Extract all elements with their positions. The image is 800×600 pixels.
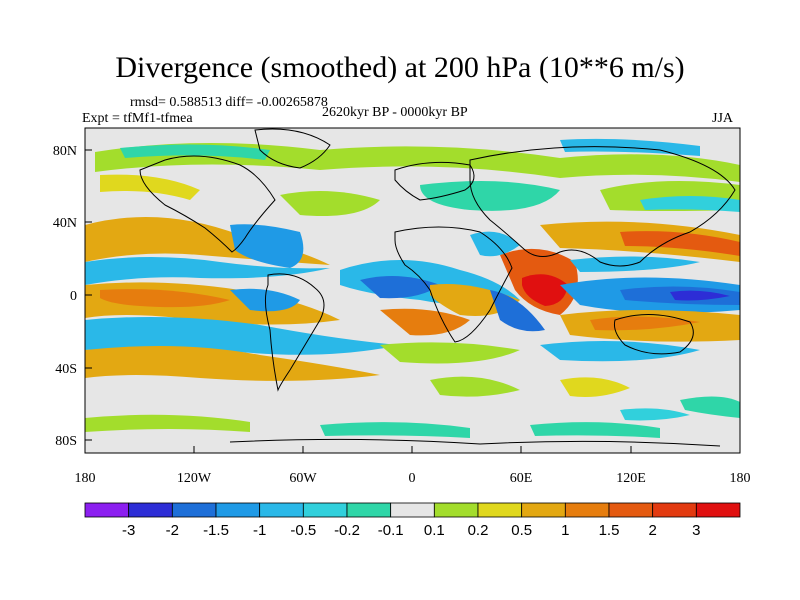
colorbar-label: 2: [648, 522, 656, 539]
lat-tick-label: 40S: [55, 362, 77, 377]
period-label: 2620kyr BP - 0000kyr BP: [322, 105, 468, 120]
colorbar-label: -0.2: [334, 522, 360, 539]
colorbar-swatch: [390, 502, 435, 518]
colorbar-label: -3: [122, 522, 135, 539]
lon-tick-label: 180: [730, 471, 751, 486]
colorbar-swatch: [128, 502, 173, 518]
colorbar-swatch: [302, 502, 348, 518]
lon-tick-label: 60E: [510, 471, 533, 486]
colorbar-label: 0.2: [468, 522, 489, 539]
lat-tick-label: 80S: [55, 434, 77, 449]
colorbar-swatch: [564, 502, 610, 518]
divergence-field: [85, 128, 740, 453]
longitude-axis: 180 120W 60W 0 60E 120E 180: [75, 446, 751, 486]
colorbar-label: -0.5: [290, 522, 316, 539]
lon-tick-label: 120W: [177, 471, 212, 486]
experiment-label: Expt = tfMf1-tfmea: [82, 111, 193, 126]
colorbar-swatch: [433, 502, 479, 518]
colorbar-swatch: [215, 502, 261, 518]
colorbar-label: 0.5: [511, 522, 532, 539]
colorbar-label: -0.1: [378, 522, 404, 539]
colorbar-swatch: [84, 502, 130, 518]
colorbar-label: 0.1: [424, 522, 445, 539]
colorbar: -3 -2 -1.5 -1 -0.5 -0.2 -0.1 0.1 0.2 0.5 1 1.5 2 3: [84, 502, 741, 539]
lat-tick-label: 0: [70, 289, 77, 304]
lon-tick-label: 180: [75, 471, 96, 486]
colorbar-label: 1.5: [599, 522, 620, 539]
season-label: JJA: [712, 111, 734, 126]
colorbar-label: -1: [253, 522, 266, 539]
plot-title: Divergence (smoothed) at 200 hPa (10**6 …: [115, 51, 685, 84]
colorbar-swatch: [346, 502, 392, 518]
coastlines: [139, 128, 736, 447]
colorbar-label: -1.5: [203, 522, 229, 539]
colorbar-swatch: [477, 502, 523, 518]
lon-tick-label: 120E: [616, 471, 646, 486]
colorbar-swatch: [521, 502, 566, 518]
lat-tick-label: 40N: [53, 216, 77, 231]
colorbar-label: -2: [166, 522, 179, 539]
colorbar-swatch: [171, 502, 217, 518]
lon-tick-label: 60W: [289, 471, 317, 486]
lon-tick-label: 0: [409, 471, 416, 486]
colorbar-swatch: [652, 502, 697, 518]
colorbar-label: 1: [561, 522, 569, 539]
colorbar-swatch: [695, 502, 741, 518]
latitude-axis: 80N 40N 0 40S 80S: [53, 144, 92, 449]
colorbar-swatch: [608, 502, 654, 518]
colorbar-label: 3: [692, 522, 700, 539]
colorbar-swatch: [259, 502, 304, 518]
lat-tick-label: 80N: [53, 144, 77, 159]
stats-text: rmsd= 0.588513 diff= -0.00265878: [130, 95, 328, 110]
